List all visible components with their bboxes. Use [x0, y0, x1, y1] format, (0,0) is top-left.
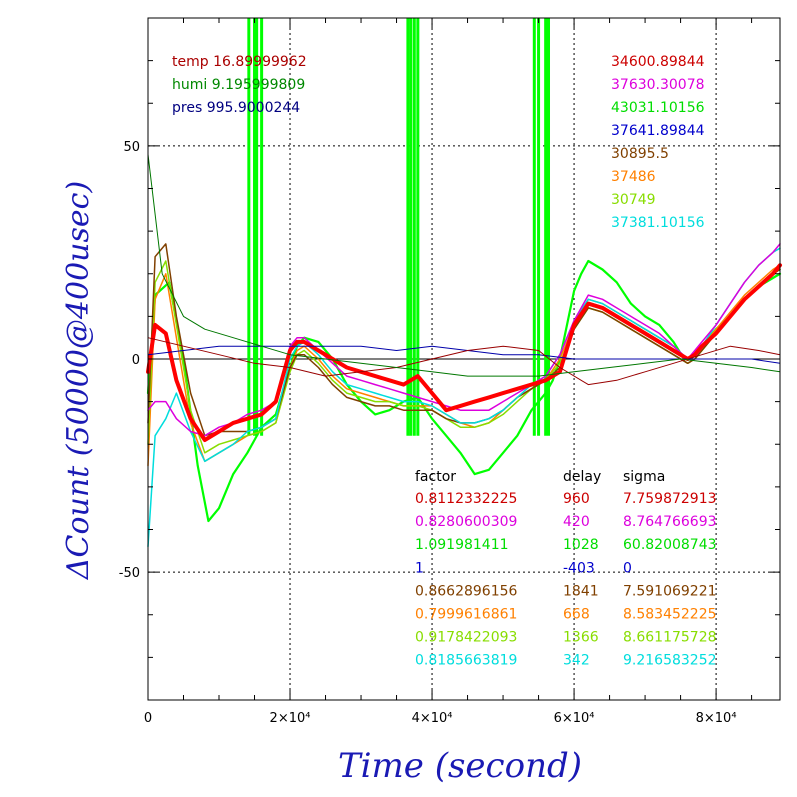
counts-legend-item: 43031.10156: [611, 100, 705, 116]
table-cell: 1028: [563, 537, 599, 553]
series-line-9: [147, 337, 781, 386]
counts-legend-item: 30895.5: [611, 146, 669, 162]
y-tick-label: 0: [132, 353, 140, 368]
env-legend-item: temp 16.89999962: [172, 54, 307, 70]
series-line-10: [147, 153, 781, 377]
table-cell: 0.8280600309: [415, 514, 517, 530]
table-header: delay: [563, 469, 601, 485]
table-cell: 1: [415, 560, 424, 576]
env-legend-item: pres 995.9000244: [172, 100, 300, 116]
table-cell: 0.9178422093: [415, 630, 517, 646]
env-legend-item: humi 9.195999809: [172, 77, 305, 93]
table-cell: 8.764766693: [623, 514, 717, 530]
table-cell: 420: [563, 514, 590, 530]
table-cell: 668: [563, 607, 590, 623]
table-cell: 8.661175728: [623, 630, 717, 646]
counts-legend-item: 37630.30078: [611, 77, 705, 93]
table-cell: -403: [563, 560, 595, 576]
table-cell: 0.8112332225: [415, 491, 517, 507]
y-axis-title: ΔCount (50000@400usec): [61, 181, 96, 580]
table-cell: 1.091981411: [415, 537, 509, 553]
table-header: sigma: [623, 469, 665, 485]
y-tick-label: 50: [123, 140, 140, 155]
axis-ticks: 0 2×10⁴ 4×10⁴ 6×10⁴ 8×10⁴ 50 0 -50: [119, 17, 780, 726]
table-cell: 960: [563, 491, 590, 507]
counts-legend-item: 37486: [611, 169, 656, 185]
table-cell: 0.7999616861: [415, 607, 517, 623]
x-axis-title: Time (second): [338, 746, 582, 786]
series-group: [146, 18, 782, 548]
table-cell: 1366: [563, 630, 599, 646]
counts-legend-item: 34600.89844: [611, 54, 705, 70]
table-cell: 7.591069221: [623, 583, 717, 599]
table-cell: 0.8185663819: [415, 653, 517, 669]
table-cell: 7.759872913: [623, 491, 717, 507]
table-cell: 8.583452225: [623, 607, 717, 623]
series-line-7: [146, 263, 782, 442]
table-cell: 9.216583252: [623, 653, 717, 669]
table-cell: 342: [563, 653, 590, 669]
table-cell: 0: [623, 560, 632, 576]
x-tick-label: 8×10⁴: [696, 711, 737, 726]
table-cell: 0.8662896156: [415, 583, 518, 599]
x-tick-label: 2×10⁴: [270, 711, 311, 726]
x-tick-label: 4×10⁴: [412, 711, 453, 726]
x-tick-label: 6×10⁴: [554, 711, 595, 726]
counts-legend-item: 37381.10156: [611, 215, 705, 231]
counts-legend-item: 30749: [611, 192, 656, 208]
table-cell: 1841: [563, 583, 599, 599]
x-tick-label: 0: [144, 711, 152, 726]
counts-legend-item: 37641.89844: [611, 123, 705, 139]
legend: temp 16.89999962 humi 9.195999809 pres 995…: [172, 54, 705, 231]
stats-table: factor delay sigma 0.8112332225 960 7.7598729…: [415, 469, 717, 669]
table-cell: 60.82008743: [623, 537, 717, 553]
table-header: factor: [415, 469, 456, 485]
y-tick-label: -50: [119, 566, 140, 581]
